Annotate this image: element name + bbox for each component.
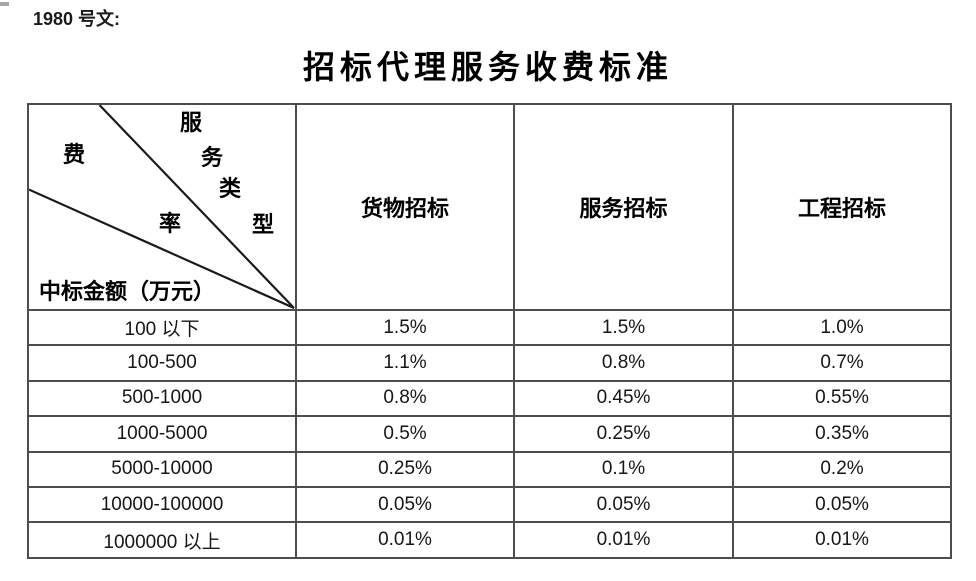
column-header-goods: 货物招标 xyxy=(295,103,515,311)
goods-rate-cell: 1.1% xyxy=(295,344,515,382)
row-range-cell: 500-1000 xyxy=(27,379,297,418)
engineering-rate-cell: 0.01% xyxy=(732,521,952,559)
table-row: 1000-5000 0.5% 0.25% 0.35% xyxy=(27,415,952,453)
service-rate-cell: 0.1% xyxy=(513,450,734,488)
service-rate-cell: 0.05% xyxy=(513,485,734,524)
engineering-rate-cell: 0.05% xyxy=(732,485,952,524)
engineering-rate-cell: 0.35% xyxy=(732,415,952,453)
diag-fee-char: 费 xyxy=(62,142,86,167)
column-header-engineering: 工程招标 xyxy=(732,103,952,311)
diag-service-type-char: 型 xyxy=(251,212,275,237)
engineering-rate-cell: 0.7% xyxy=(732,344,952,382)
service-rate-cell: 0.01% xyxy=(513,521,734,559)
diag-service-type-char: 服 xyxy=(179,110,203,135)
page-title: 招标代理服务收费标准 xyxy=(302,49,673,85)
service-rate-cell: 1.5% xyxy=(513,308,734,347)
goods-rate-cell: 0.25% xyxy=(295,450,515,488)
table-row: 100 以下 1.5% 1.5% 1.0% xyxy=(27,308,952,347)
diag-rate-char: 率 xyxy=(158,211,182,236)
doc-number: 1980 号文: xyxy=(33,9,121,29)
row-range-cell: 5000-10000 xyxy=(27,450,297,488)
row-range-cell: 100 以下 xyxy=(27,308,297,347)
scan-artifact xyxy=(0,2,9,6)
service-rate-cell: 0.8% xyxy=(513,344,734,382)
goods-rate-cell: 0.5% xyxy=(295,415,515,453)
diagonal-lines xyxy=(29,105,295,309)
engineering-rate-cell: 0.2% xyxy=(732,450,952,488)
row-axis-label: 中标金额（万元） xyxy=(39,278,216,304)
table-header-row: 费 率 服 务 类 型 中标金额（万元） 货物招标 服务招标 工程招标 xyxy=(27,103,952,311)
row-range-cell: 1000000 以上 xyxy=(27,521,297,559)
fee-rate-table: 费 率 服 务 类 型 中标金额（万元） 货物招标 服务招标 工程招标 100 … xyxy=(27,103,952,559)
diag-service-type-char: 务 xyxy=(200,145,224,170)
goods-rate-cell: 0.8% xyxy=(295,379,515,418)
goods-rate-cell: 0.01% xyxy=(295,521,515,559)
diagonal-header-cell: 费 率 服 务 类 型 中标金额（万元） xyxy=(27,103,297,311)
table-row: 100-500 1.1% 0.8% 0.7% xyxy=(27,344,952,382)
table-row: 1000000 以上 0.01% 0.01% 0.01% xyxy=(27,521,952,559)
table-row: 5000-10000 0.25% 0.1% 0.2% xyxy=(27,450,952,488)
goods-rate-cell: 0.05% xyxy=(295,485,515,524)
row-range-cell: 10000-100000 xyxy=(27,485,297,524)
row-range-cell: 1000-5000 xyxy=(27,415,297,453)
engineering-rate-cell: 0.55% xyxy=(732,379,952,418)
row-range-cell: 100-500 xyxy=(27,344,297,382)
service-rate-cell: 0.45% xyxy=(513,379,734,418)
table-row: 10000-100000 0.05% 0.05% 0.05% xyxy=(27,485,952,524)
goods-rate-cell: 1.5% xyxy=(295,308,515,347)
engineering-rate-cell: 1.0% xyxy=(732,308,952,347)
column-header-service: 服务招标 xyxy=(513,103,734,311)
table-row: 500-1000 0.8% 0.45% 0.55% xyxy=(27,379,952,418)
service-rate-cell: 0.25% xyxy=(513,415,734,453)
diag-service-type-char: 类 xyxy=(218,176,242,201)
